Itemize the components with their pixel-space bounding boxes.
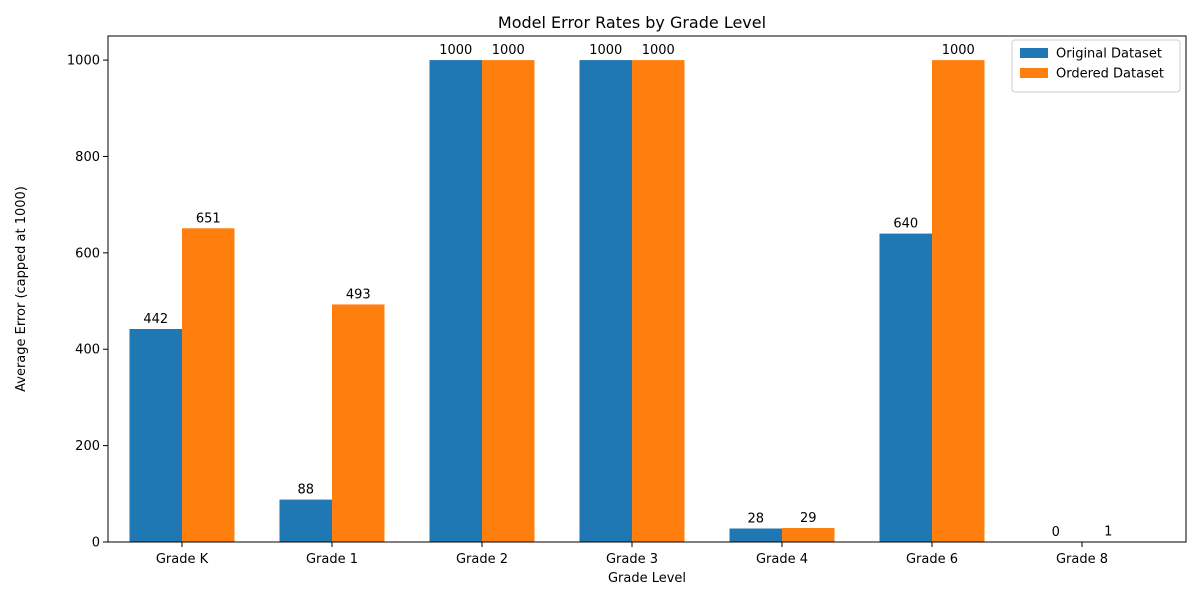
x-tick-label: Grade 4	[756, 552, 808, 567]
bar-original-3	[580, 60, 633, 542]
data-label-original-1: 88	[297, 483, 314, 498]
data-label-original-5: 640	[893, 217, 918, 232]
legend: Original Dataset Ordered Dataset	[1012, 40, 1180, 92]
x-tick-label: Grade 3	[606, 552, 658, 567]
chart-title: Model Error Rates by Grade Level	[498, 13, 766, 32]
bar-original-4	[730, 529, 783, 542]
y-tick-label: 1000	[67, 54, 100, 69]
bars-group	[130, 60, 1135, 542]
legend-label-1: Ordered Dataset	[1056, 67, 1164, 82]
bar-ordered-0	[182, 228, 235, 542]
bar-ordered-2	[482, 60, 535, 542]
bar-original-2	[430, 60, 483, 542]
data-label-ordered-6: 1	[1104, 525, 1112, 540]
data-label-ordered-5: 1000	[942, 43, 975, 58]
y-tick-label: 800	[75, 150, 100, 165]
data-label-ordered-1: 493	[346, 287, 371, 302]
y-tick-label: 600	[75, 246, 100, 261]
bar-original-1	[280, 500, 333, 542]
legend-swatch-0	[1020, 48, 1048, 58]
data-label-ordered-0: 651	[196, 211, 221, 226]
data-label-ordered-2: 1000	[492, 43, 525, 58]
bar-original-5	[880, 234, 933, 542]
data-label-original-0: 442	[143, 312, 168, 327]
x-axis-label: Grade Level	[608, 571, 686, 586]
bar-ordered-4	[782, 528, 835, 542]
bar-ordered-3	[632, 60, 685, 542]
y-axis: 0 200 400 600 800 1000	[67, 54, 108, 551]
x-tick-label: Grade 2	[456, 552, 508, 567]
data-label-original-3: 1000	[589, 43, 622, 58]
bar-ordered-1	[332, 304, 385, 542]
x-tick-label: Grade 1	[306, 552, 358, 567]
y-axis-label: Average Error (capped at 1000)	[14, 186, 29, 392]
x-tick-label: Grade 6	[906, 552, 958, 567]
data-label-ordered-4: 29	[800, 511, 817, 526]
y-tick-label: 0	[92, 536, 100, 551]
data-label-original-6: 0	[1052, 525, 1060, 540]
legend-label-0: Original Dataset	[1056, 47, 1162, 62]
y-tick-label: 400	[75, 343, 100, 358]
x-tick-label: Grade 8	[1056, 552, 1108, 567]
data-label-ordered-3: 1000	[642, 43, 675, 58]
data-label-original-2: 1000	[439, 43, 472, 58]
bar-ordered-5	[932, 60, 985, 542]
legend-swatch-1	[1020, 68, 1048, 78]
y-tick-label: 200	[75, 439, 100, 454]
x-tick-label: Grade K	[156, 552, 209, 567]
data-label-original-4: 28	[747, 512, 764, 527]
bar-original-0	[130, 329, 183, 542]
x-axis: Grade K Grade 1 Grade 2 Grade 3 Grade 4 Grade…	[156, 542, 1108, 567]
